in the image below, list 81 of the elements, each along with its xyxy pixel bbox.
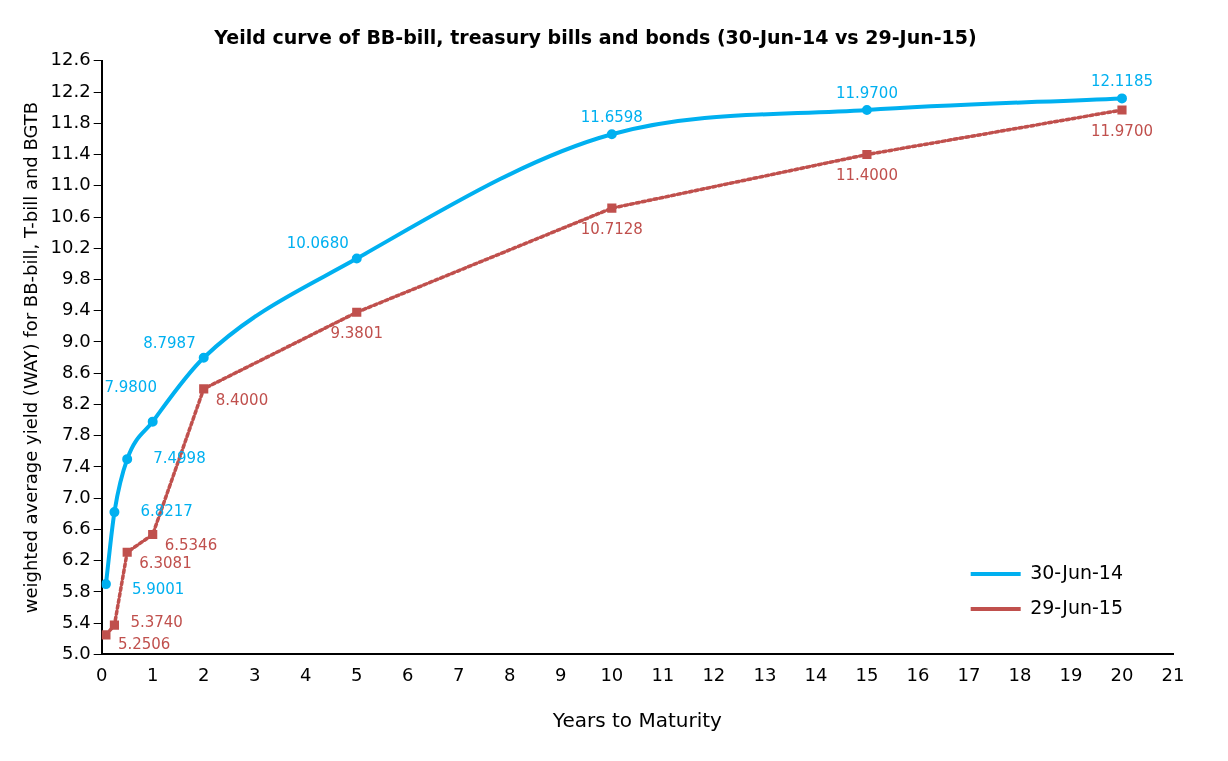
- point: [101, 579, 111, 590]
- x-tick-label: 18: [1008, 663, 1032, 685]
- x-tick-label: 3: [249, 663, 261, 685]
- y-tick-label: 7.8: [62, 423, 91, 445]
- point: [109, 620, 120, 630]
- x-tick-label: 15: [855, 663, 879, 685]
- data-label: 11.9700: [835, 83, 898, 102]
- y-tick-label: 9.8: [62, 267, 91, 289]
- point: [1117, 105, 1127, 115]
- data-label: 11.6598: [580, 108, 643, 127]
- data-label: 10.0680: [286, 234, 349, 253]
- x-tick-label: 8: [504, 663, 516, 685]
- y-tick-label: 5.8: [62, 579, 91, 601]
- x-tick-label: 2: [197, 663, 210, 685]
- x-tick-label: 20: [1110, 663, 1134, 685]
- data-label: 6.5346: [164, 536, 218, 555]
- x-tick-label: 14: [804, 663, 828, 685]
- x-tick-label: 19: [1059, 663, 1083, 685]
- point: [861, 105, 872, 116]
- data-label: 10.7128: [580, 220, 643, 239]
- x-tick-label: 0: [95, 663, 108, 685]
- x-tick-label: 7: [453, 663, 465, 685]
- y-tick-label: 5.4: [62, 610, 91, 632]
- point: [862, 149, 872, 160]
- x-tick-label: 11: [651, 663, 675, 685]
- point: [109, 507, 120, 518]
- x-tick-label: 16: [906, 663, 930, 685]
- y-tick-label: 12.6: [50, 48, 91, 70]
- y-tick-label: 5.0: [62, 642, 91, 664]
- data-label: 11.4000: [835, 166, 898, 185]
- data-label: 5.2506: [117, 634, 171, 653]
- y-tick-label: 8.2: [62, 392, 91, 414]
- point: [351, 253, 362, 264]
- data-label: 8.7987: [143, 333, 196, 352]
- x-tick-label: 9: [555, 663, 567, 685]
- x-tick-label: 13: [753, 663, 777, 685]
- data-label: 5.9001: [131, 579, 185, 598]
- data-label: 12.1185: [1090, 72, 1153, 91]
- x-tick-label: 1: [146, 663, 159, 685]
- point: [122, 454, 133, 465]
- point: [352, 307, 362, 317]
- point: [101, 630, 111, 640]
- y-tick-label: 10.6: [50, 204, 91, 226]
- y-tick-label: 6.6: [62, 517, 91, 539]
- y-tick-label: 8.6: [62, 360, 91, 382]
- y-tick-label: 6.2: [62, 548, 91, 570]
- x-tick-label: 4: [300, 663, 312, 685]
- data-label: 8.4000: [215, 390, 269, 409]
- point: [606, 129, 617, 140]
- data-label: 9.3801: [330, 324, 383, 343]
- point: [147, 416, 158, 427]
- y-tick-label: 7.0: [62, 485, 91, 507]
- x-tick-label: 10: [600, 663, 624, 685]
- x-tick-label: 17: [957, 663, 981, 685]
- y-tick-label: 12.2: [50, 79, 91, 101]
- x-tick-label: 6: [402, 663, 414, 685]
- point: [1116, 93, 1127, 104]
- point: [198, 352, 209, 363]
- y-tick-label: 9.4: [62, 298, 91, 320]
- y-axis-title: weighted average yield (WAY) for BB-bill, T-bill and BGTB: [20, 101, 42, 614]
- legend-label: 30-Jun-14: [1030, 560, 1123, 583]
- data-label: 7.9800: [104, 377, 157, 396]
- y-tick-label: 9.0: [62, 329, 91, 351]
- x-tick-label: 5: [351, 663, 363, 685]
- legend-label: 29-Jun-15: [1030, 595, 1123, 618]
- y-tick-label: 11.8: [50, 110, 91, 132]
- y-tick-label: 11.0: [50, 173, 91, 195]
- data-label: 5.3740: [130, 613, 183, 632]
- y-tick-label: 7.4: [62, 454, 91, 476]
- point: [607, 203, 617, 213]
- data-label: 6.3081: [139, 554, 192, 573]
- y-tick-label: 10.2: [50, 235, 91, 257]
- x-axis-title: Years to Maturity: [551, 708, 723, 733]
- x-tick-label: 12: [702, 663, 726, 685]
- y-tick-label: 11.4: [50, 142, 91, 164]
- point: [199, 384, 209, 394]
- x-tick-label: 21: [1161, 663, 1185, 685]
- point: [148, 529, 158, 540]
- data-label: 11.9700: [1090, 121, 1153, 140]
- chart-title: Yeild curve of BB-bill, treasury bills and bonds (30-Jun-14 vs 29-Jun-15): [213, 26, 977, 49]
- point: [122, 547, 132, 557]
